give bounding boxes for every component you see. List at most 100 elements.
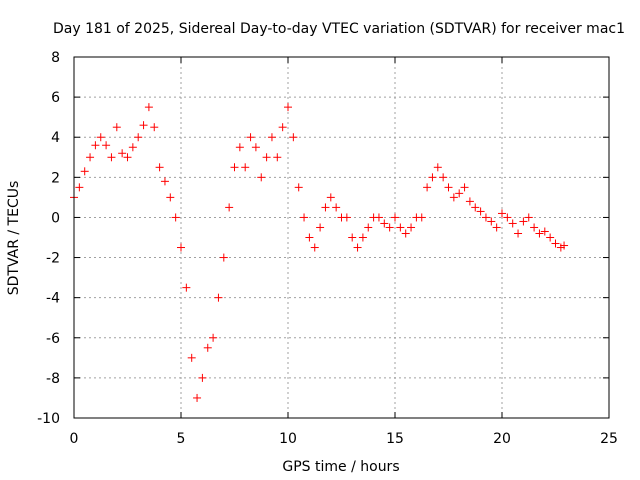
data-point xyxy=(112,123,121,132)
data-point xyxy=(540,227,549,236)
data-point xyxy=(556,243,565,252)
data-point xyxy=(380,219,389,228)
data-point xyxy=(353,243,362,252)
data-point xyxy=(187,353,196,362)
data-point xyxy=(251,143,260,152)
y-axis-title: SDTVAR / TECUs xyxy=(6,181,22,296)
data-point xyxy=(326,193,335,202)
data-point xyxy=(332,203,341,212)
data-point xyxy=(107,153,116,162)
data-point xyxy=(267,133,276,142)
data-point xyxy=(209,333,218,342)
data-point xyxy=(487,217,496,226)
data-point xyxy=(289,133,298,142)
data-point xyxy=(144,103,153,112)
data-point xyxy=(546,233,555,242)
data-point xyxy=(481,213,490,222)
data-point xyxy=(364,223,373,232)
data-point xyxy=(310,243,319,252)
axis-ticks xyxy=(73,56,610,419)
data-point xyxy=(139,121,148,130)
data-point xyxy=(358,233,367,242)
data-point xyxy=(449,193,458,202)
data-point xyxy=(96,133,105,142)
y-tick-label: -6 xyxy=(46,331,60,347)
data-point xyxy=(514,229,523,238)
data-point xyxy=(257,173,266,182)
y-axis-tick-labels: -10 -8 -6 -4 -2 0 2 4 6 8 xyxy=(37,50,60,427)
data-point xyxy=(86,153,95,162)
data-point xyxy=(342,213,351,222)
data-point xyxy=(524,213,533,222)
data-point xyxy=(246,133,255,142)
data-point xyxy=(102,141,111,150)
data-point xyxy=(535,229,544,238)
data-point xyxy=(460,183,469,192)
data-point xyxy=(423,183,432,192)
x-tick-label: 10 xyxy=(279,431,297,447)
chart-title: Day 181 of 2025, Sidereal Day-to-day VTE… xyxy=(53,21,625,37)
data-point xyxy=(348,233,357,242)
x-tick-label: 5 xyxy=(177,431,186,447)
data-point xyxy=(294,183,303,192)
plot-area-frame xyxy=(73,56,610,419)
x-tick-label: 15 xyxy=(386,431,404,447)
data-point xyxy=(465,197,474,206)
data-point xyxy=(171,213,180,222)
data-point xyxy=(150,123,159,132)
data-point xyxy=(214,293,223,302)
y-tick-label: -8 xyxy=(46,371,60,387)
data-point xyxy=(203,343,212,352)
data-point xyxy=(235,143,244,152)
data-point xyxy=(560,241,569,250)
data-point xyxy=(262,153,271,162)
data-point xyxy=(530,223,539,232)
data-point xyxy=(391,213,399,222)
data-point xyxy=(300,213,309,222)
data-point xyxy=(160,177,169,186)
data-point xyxy=(128,143,137,152)
data-point xyxy=(439,173,448,182)
y-tick-label: -10 xyxy=(37,411,60,427)
data-point xyxy=(401,229,410,238)
data-point xyxy=(407,223,416,232)
data-point xyxy=(80,167,89,176)
y-tick-label: 0 xyxy=(51,210,60,226)
data-point xyxy=(278,123,287,132)
data-point xyxy=(284,103,292,112)
data-point xyxy=(193,393,202,402)
data-points xyxy=(70,103,569,402)
data-point xyxy=(455,189,464,198)
x-axis-tick-labels: 0 5 10 15 20 25 xyxy=(70,431,618,447)
y-tick-label: 6 xyxy=(51,90,60,106)
x-tick-label: 0 xyxy=(70,431,79,447)
data-point xyxy=(134,133,143,142)
data-point xyxy=(91,141,100,150)
y-tick-label: 2 xyxy=(51,170,60,186)
data-point xyxy=(241,163,250,172)
data-point xyxy=(305,233,314,242)
data-point xyxy=(508,219,517,228)
data-point xyxy=(177,243,185,252)
data-point xyxy=(385,223,394,232)
data-point xyxy=(551,239,560,248)
data-point xyxy=(519,217,528,226)
data-point xyxy=(476,207,485,216)
data-point xyxy=(492,223,501,232)
data-point xyxy=(433,163,442,172)
data-point xyxy=(75,183,84,192)
data-point xyxy=(417,213,426,222)
data-point xyxy=(182,283,191,292)
data-point xyxy=(503,213,512,222)
data-point xyxy=(123,153,132,162)
y-tick-label: -4 xyxy=(46,291,60,307)
x-tick-label: 25 xyxy=(600,431,618,447)
data-point xyxy=(321,203,330,212)
grid-lines xyxy=(74,57,609,418)
y-tick-label: 4 xyxy=(51,130,60,146)
data-point xyxy=(396,223,405,232)
data-point xyxy=(471,203,480,212)
x-axis-title: GPS time / hours xyxy=(282,459,399,475)
data-point xyxy=(166,193,175,202)
